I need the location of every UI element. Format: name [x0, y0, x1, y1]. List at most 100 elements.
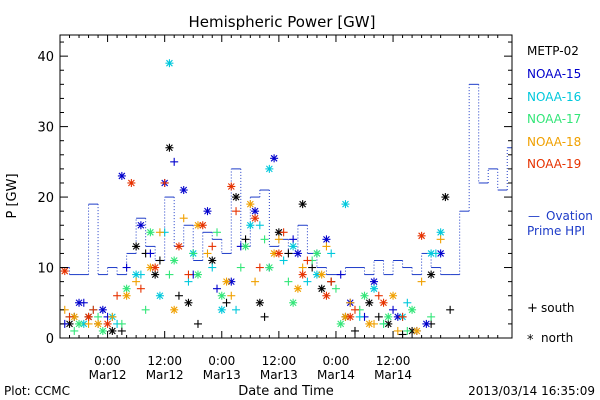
scatter-points-layer: [60, 59, 455, 339]
point-noaa-17-north: [384, 312, 393, 321]
x-tick-label-time: 12:00: [376, 354, 411, 368]
x-tick-label-date: Mar12: [89, 368, 127, 382]
point-noaa-18-south: [274, 235, 283, 244]
point-noaa-17-south: [403, 326, 412, 335]
point-noaa-16-north: [436, 228, 445, 237]
point-metp-02-south: [174, 291, 183, 300]
point-noaa-18-south: [155, 228, 164, 237]
point-noaa-19-south: [89, 305, 98, 314]
point-noaa-18-south: [298, 263, 307, 272]
legend-entry-noaa-17: NOAA-17: [527, 112, 581, 126]
point-noaa-19-north: [198, 221, 207, 230]
point-noaa-16-south: [303, 277, 312, 286]
point-noaa-19-north: [60, 267, 69, 276]
point-noaa-16-south: [184, 277, 193, 286]
point-noaa-18-north: [293, 284, 302, 293]
point-metp-02-south: [350, 326, 359, 335]
y-axis-label: P [GW]: [5, 173, 20, 218]
point-noaa-16-south: [327, 249, 336, 258]
point-noaa-19-north: [346, 312, 355, 321]
point-noaa-17-north: [75, 319, 84, 328]
point-noaa-18-south: [108, 312, 117, 321]
point-noaa-19-south: [350, 305, 359, 314]
point-noaa-17-south: [141, 305, 150, 314]
legend-ovation-line1: Ovation: [546, 209, 593, 223]
point-noaa-15-south: [336, 270, 345, 279]
point-metp-02-north: [298, 200, 307, 209]
point-noaa-18-north: [246, 200, 255, 209]
point-noaa-16-south: [355, 312, 364, 321]
point-noaa-18-south: [436, 235, 445, 244]
x-tick-label-time: 12:00: [147, 354, 182, 368]
point-noaa-16-north: [265, 164, 274, 173]
point-noaa-18-north: [222, 277, 231, 286]
plot-timestamp: 2013/03/14 16:35:09: [468, 384, 595, 398]
point-noaa-15-south: [389, 305, 398, 314]
point-metp-02-south: [374, 312, 383, 321]
point-noaa-19-north: [274, 249, 283, 258]
point-noaa-19-south: [136, 284, 145, 293]
point-metp-02-south: [308, 263, 317, 272]
point-noaa-19-north: [298, 270, 307, 279]
legend-north-label: north: [541, 331, 573, 345]
point-noaa-18-north: [365, 319, 374, 328]
point-metp-02-north: [184, 298, 193, 307]
legend-north-symbol: *: [527, 333, 534, 348]
point-noaa-17-north: [217, 291, 226, 300]
legend-entry-metp-02: METP-02: [527, 44, 579, 58]
point-noaa-17-north: [265, 263, 274, 272]
x-tick-label-time: 0:00: [208, 354, 235, 368]
legend-ovation-line2: Prime HPI: [527, 224, 585, 238]
point-metp-02-north: [132, 242, 141, 251]
point-noaa-16-north: [165, 59, 174, 68]
point-metp-02-south: [117, 326, 126, 335]
point-noaa-18-north: [317, 270, 326, 279]
point-noaa-15-south: [122, 263, 131, 272]
point-noaa-19-south: [208, 242, 217, 251]
point-metp-02-north: [232, 193, 241, 202]
point-noaa-15-north: [293, 249, 302, 258]
point-noaa-17-north: [122, 284, 131, 293]
point-noaa-18-north: [389, 291, 398, 300]
point-noaa-18-south: [132, 277, 141, 286]
point-noaa-17-north: [360, 291, 369, 300]
plot-credit: Plot: CCMC: [4, 384, 70, 398]
point-noaa-15-north: [370, 277, 379, 286]
point-noaa-15-south: [146, 249, 155, 258]
x-tick-label-time: 12:00: [262, 354, 297, 368]
point-noaa-19-south: [255, 263, 264, 272]
point-noaa-17-south: [236, 263, 245, 272]
point-noaa-17-north: [98, 326, 107, 335]
y-tick-label: 40: [37, 50, 54, 65]
point-noaa-19-south: [65, 312, 74, 321]
point-noaa-19-north: [322, 291, 331, 300]
point-noaa-19-south: [160, 178, 169, 187]
legend-entry-noaa-15: NOAA-15: [527, 67, 581, 81]
point-noaa-18-north: [122, 291, 131, 300]
chart-title: Hemispheric Power [GW]: [189, 13, 376, 31]
point-metp-02-north: [317, 284, 326, 293]
point-noaa-16-north: [155, 291, 164, 300]
point-metp-02-north: [365, 298, 374, 307]
point-noaa-19-south: [279, 228, 288, 237]
point-noaa-16-south: [279, 256, 288, 265]
point-noaa-18-south: [179, 214, 188, 223]
point-metp-02-south: [446, 305, 455, 314]
point-noaa-16-north: [132, 270, 141, 279]
point-metp-02-south: [155, 256, 164, 265]
point-noaa-17-north: [170, 256, 179, 265]
point-noaa-16-north: [341, 200, 350, 209]
point-noaa-18-south: [203, 249, 212, 258]
axis-ticks-layer: 0:00Mar1212:00Mar120:00Mar1312:00Mar130:…: [37, 35, 512, 382]
point-noaa-16-south: [232, 305, 241, 314]
point-noaa-17-north: [146, 228, 155, 237]
point-noaa-16-north: [217, 305, 226, 314]
point-metp-02-north: [165, 143, 174, 152]
x-tick-label-date: Mar14: [374, 368, 412, 382]
point-metp-02-north: [108, 326, 117, 335]
point-noaa-15-north: [75, 298, 84, 307]
point-noaa-18-north: [170, 305, 179, 314]
point-noaa-15-south: [213, 284, 222, 293]
point-noaa-19-south: [113, 291, 122, 300]
